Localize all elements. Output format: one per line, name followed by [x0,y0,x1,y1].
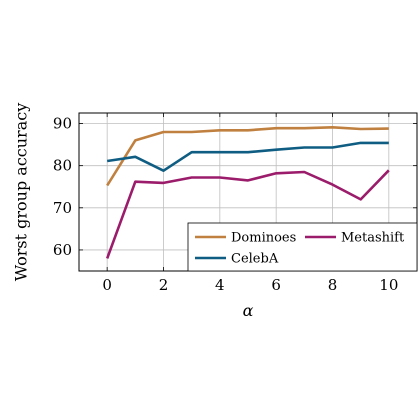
x-tick-label: 0 [102,276,112,294]
y-axis-title: Worst group accuracy [12,103,31,281]
y-tick-label: 60 [53,241,72,259]
legend-label-dominoes: Dominoes [231,231,296,246]
series-lines [105,126,390,259]
y-tick-label: 80 [53,157,72,175]
y-axis-ticks: 60 70 80 90 [53,115,417,259]
x-tick-label: 10 [379,276,398,294]
series-line-metashift [105,169,390,259]
x-tick-label: 8 [328,276,338,294]
legend-box [187,222,418,272]
y-tick-label: 90 [53,115,72,133]
legend: Dominoes Metashift CelebA [187,222,418,272]
legend-label-celeba: CelebA [231,252,279,267]
x-axis-title: α [243,301,254,320]
series-line-celeba [107,141,389,172]
x-axis-ticks: 0 2 4 6 8 10 [102,113,398,294]
y-tick-label: 70 [53,199,72,217]
x-tick-label: 6 [271,276,281,294]
x-tick-label: 2 [159,276,169,294]
series-line-dominoes [106,126,389,187]
legend-label-metashift: Metashift [341,231,405,246]
x-tick-label: 4 [215,276,225,294]
